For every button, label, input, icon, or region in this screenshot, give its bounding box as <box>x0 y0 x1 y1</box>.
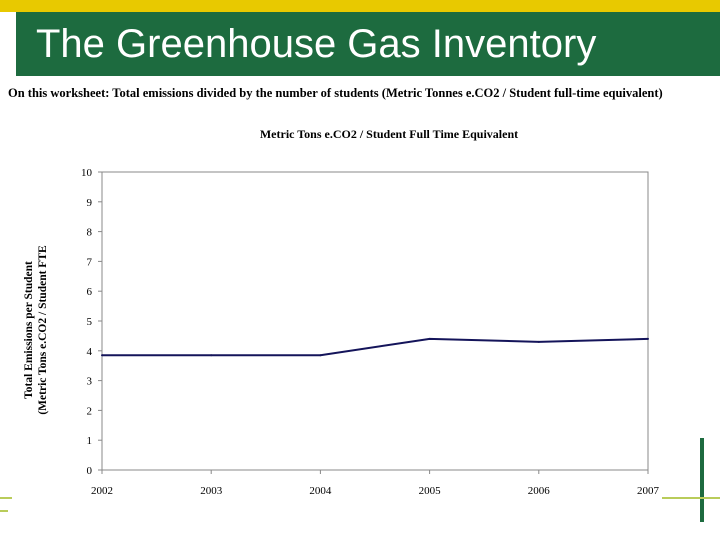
y-tick-label: 7 <box>87 256 93 268</box>
y-tick-label: 6 <box>87 286 93 298</box>
x-tick-label: 2002 <box>91 485 113 497</box>
plot-area <box>101 171 649 471</box>
top-accent-band <box>0 0 720 12</box>
data-point <box>101 354 103 357</box>
decorative-line-right <box>662 497 720 499</box>
y-tick-label: 4 <box>87 346 93 358</box>
y-axis-label-line2: (Metric Tons e.CO2 / Student FTE <box>37 245 49 415</box>
y-tick-label: 10 <box>81 167 93 179</box>
y-axis-label-line1: Total Emissions per Student <box>23 261 35 399</box>
worksheet-subtitle: On this worksheet: Total emissions divid… <box>8 86 663 100</box>
emissions-chart: Metric Tons e.CO2 / Student Full Time Eq… <box>23 127 660 497</box>
x-ticks: 2002 2003 2004 2005 2006 2007 <box>91 470 660 497</box>
y-tick-label: 8 <box>87 227 93 239</box>
decorative-line-left-2 <box>0 510 8 512</box>
page-title: The Greenhouse Gas Inventory <box>36 22 597 66</box>
title-bar: The Greenhouse Gas Inventory <box>16 12 720 76</box>
y-tick-label: 1 <box>87 435 93 447</box>
x-tick-label: 2006 <box>528 485 551 497</box>
decorative-vertical-bar <box>700 438 704 522</box>
data-point <box>428 337 431 340</box>
decorative-line-left <box>0 497 12 499</box>
series-group <box>101 337 649 357</box>
x-tick-label: 2004 <box>309 485 332 497</box>
y-axis-label: Total Emissions per Student (Metric Tons… <box>23 245 49 415</box>
y-tick-label: 2 <box>87 405 93 417</box>
data-point <box>647 337 649 340</box>
chart-title: Metric Tons e.CO2 / Student Full Time Eq… <box>260 127 518 141</box>
x-tick-label: 2003 <box>200 485 223 497</box>
series-line <box>102 337 649 357</box>
x-tick-label: 2007 <box>637 485 660 497</box>
data-point <box>537 340 540 343</box>
y-tick-label: 9 <box>87 197 93 209</box>
x-tick-label: 2005 <box>419 485 442 497</box>
y-ticks: 0 1 2 3 4 5 6 7 8 9 10 <box>81 167 102 477</box>
data-point <box>319 354 322 357</box>
y-tick-label: 0 <box>87 465 93 477</box>
y-tick-label: 3 <box>87 376 93 388</box>
data-point <box>210 354 213 357</box>
y-tick-label: 5 <box>87 316 93 328</box>
